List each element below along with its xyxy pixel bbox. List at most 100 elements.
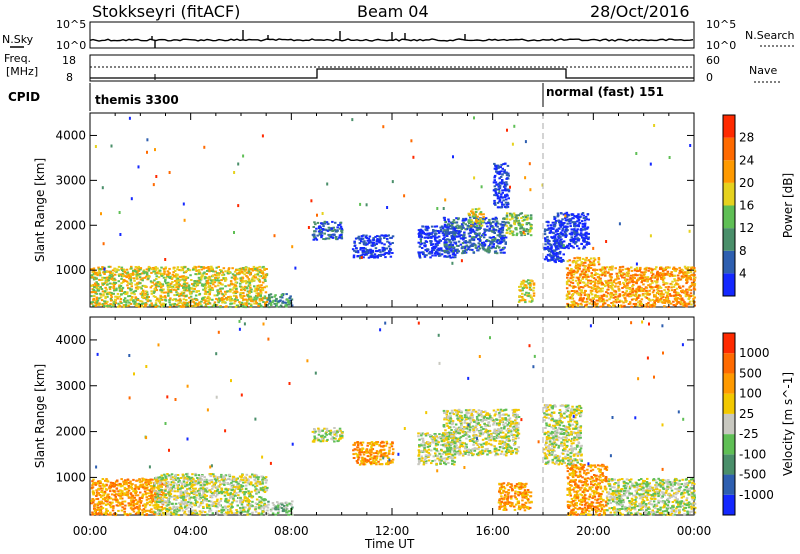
echo-cell [234, 284, 237, 287]
echo-cell [619, 270, 622, 273]
echo-cell [668, 293, 672, 295]
echo-cell [570, 231, 573, 234]
echo-cell [338, 236, 342, 239]
echo-cell [136, 273, 139, 276]
echo-cell [143, 510, 146, 513]
echo-cell [463, 250, 466, 252]
echo-cell [107, 496, 111, 498]
echo-cell [175, 280, 179, 283]
echo-cell [371, 241, 374, 244]
echo-cell [505, 198, 508, 201]
echo-cell [111, 277, 114, 280]
echo-cell [500, 163, 503, 166]
echo-cell [134, 507, 137, 509]
echo-cell [581, 257, 585, 260]
echo-cell [259, 286, 262, 289]
echo-cell [596, 302, 599, 305]
echo-cell [594, 295, 597, 298]
echo-cell [554, 219, 558, 222]
echo-cell [689, 266, 693, 269]
echo-cell [581, 225, 585, 228]
echo-cell [90, 284, 93, 287]
echo-cell [445, 234, 449, 237]
echo-cell [240, 291, 244, 294]
echo-cell [568, 304, 572, 306]
echo-cell [657, 287, 660, 290]
echo-cell [143, 294, 146, 297]
echo-cell [334, 230, 337, 233]
echo-cell [640, 275, 644, 278]
echo-cell [642, 294, 645, 297]
echo-cell [576, 282, 580, 285]
echo-cell [666, 291, 670, 294]
echo-cell [620, 305, 624, 308]
echo-cell [578, 287, 581, 290]
echo-cell [126, 478, 130, 481]
echo-cell [618, 222, 621, 226]
echo-cell [674, 270, 678, 273]
echo-cell [253, 285, 256, 288]
echo-cell [436, 230, 440, 232]
echo-cell [203, 301, 206, 304]
echo-cell [626, 293, 630, 296]
echo-cell [454, 226, 458, 229]
echo-cell [678, 269, 682, 272]
echo-cell [231, 299, 234, 302]
echo-cell [107, 275, 111, 278]
echo-cell [436, 251, 439, 254]
echo-cell [589, 262, 593, 265]
echo-cell [587, 268, 590, 271]
echo-cell [164, 279, 167, 281]
echo-cell [183, 302, 187, 305]
echo-cell [679, 295, 682, 298]
colorbar-tick-label: 28 [739, 131, 754, 145]
echo-cell [504, 242, 507, 245]
echo-cell [562, 253, 565, 256]
echo-cell [417, 232, 421, 235]
echo-cell [523, 233, 526, 235]
echo-cell [206, 266, 209, 269]
echo-cell [171, 298, 174, 301]
echo-cell [606, 292, 610, 295]
echo-cell [215, 273, 219, 276]
echo-cell [241, 297, 244, 299]
echo-cell [213, 294, 216, 297]
echo-cell [577, 219, 580, 222]
echo-cell [579, 232, 583, 235]
echo-cell [191, 283, 194, 286]
echo-cell [102, 491, 105, 494]
echo-cell [550, 227, 553, 230]
echo-cell [498, 170, 501, 173]
echo-cell [599, 305, 602, 308]
echo-cell [532, 283, 536, 286]
echo-cell [580, 286, 583, 288]
echo-cell [585, 278, 588, 281]
echo-cell [575, 262, 578, 265]
echo-cell [475, 232, 479, 235]
echo-cell [176, 266, 180, 269]
echo-cell [99, 279, 102, 282]
echo-cell [455, 244, 459, 247]
echo-cell [501, 189, 504, 192]
echo-cell [662, 293, 665, 296]
echo-cell [101, 186, 104, 190]
echo-cell [603, 302, 607, 305]
echo-cell [623, 293, 626, 296]
echo-cell [121, 494, 124, 497]
echo-cell [93, 301, 97, 304]
echo-cell [185, 286, 188, 289]
echo-cell [500, 240, 503, 243]
echo-cell [243, 295, 246, 298]
echo-cell [612, 300, 615, 303]
echo-cell [98, 287, 101, 290]
echo-cell [575, 224, 578, 227]
echo-cell [667, 301, 670, 304]
echo-cell [445, 245, 448, 248]
echo-cell [138, 304, 141, 307]
echo-cell [598, 300, 602, 303]
echo-cell [658, 274, 661, 277]
echo-cell [639, 277, 643, 280]
echo-cell [501, 231, 504, 234]
echo-cell [448, 254, 452, 257]
echo-cell [600, 294, 603, 297]
